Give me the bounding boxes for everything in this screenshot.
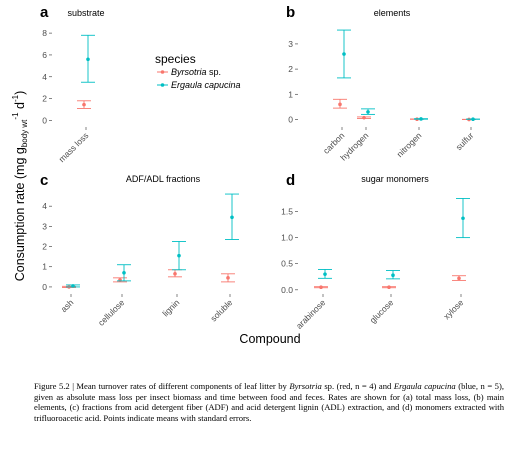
y-tick-label-b: 2 (288, 64, 293, 74)
data-point-a (86, 57, 90, 62)
panel-d-letter: d (286, 172, 295, 189)
x-tick-label-b: sulfur (454, 130, 476, 152)
y-tick-label-d: 0.5 (281, 259, 293, 269)
y-tick-label-c: 3 (42, 221, 47, 231)
y-tick-label-a: 2 (42, 94, 47, 104)
y-tick-label-a: 4 (42, 72, 47, 82)
panel-c-letter: c (40, 172, 48, 189)
legend-key-byrsotria (157, 70, 168, 74)
x-tick-label-c: soluble (208, 297, 234, 323)
panel-b-letter: b (286, 4, 295, 21)
x-tick-label-d: arabinose (294, 297, 328, 331)
x-tick-label-c: ash (59, 297, 76, 314)
panel-a-title: substrate (67, 8, 104, 18)
y-tick-label-c: 0 (42, 282, 47, 292)
x-axis-label: Compound (239, 332, 300, 346)
data-point-b (338, 102, 342, 107)
y-tick-label-a: 8 (42, 28, 47, 38)
data-point-b (362, 115, 366, 120)
x-tick-label-c: cellulose (96, 297, 127, 328)
legend-label-byrsotria: Byrsotria sp. (171, 67, 221, 77)
figure-caption: Figure 5.2 | Mean turnover rates of diff… (34, 381, 504, 423)
data-point-c (226, 276, 230, 280)
data-point-c (177, 253, 181, 258)
y-axis-label: Consumption rate (mg gbody wt-1 d-1) (11, 91, 29, 282)
y-tick-label-b: 3 (288, 39, 293, 49)
x-tick-label-d: xylose (441, 297, 465, 321)
data-point-c (71, 284, 75, 288)
data-point-d (457, 276, 461, 281)
data-point-c (122, 271, 126, 275)
x-tick-label-b: nitrogen (395, 130, 424, 159)
x-tick-label-c: lignin (160, 297, 181, 318)
data-point-c (173, 272, 177, 276)
y-tick-label-b: 1 (288, 89, 293, 99)
y-tick-label-b: 0 (288, 114, 293, 124)
y-tick-label-d: 1.5 (281, 206, 293, 216)
data-point-c (230, 215, 234, 220)
x-tick-label-a: mass loss (57, 130, 91, 164)
data-point-d (391, 273, 395, 278)
legend-label-ergaula: Ergaula capucina (171, 80, 241, 90)
data-point-d (387, 285, 391, 290)
y-tick-label-c: 2 (42, 242, 47, 252)
data-point-a (82, 102, 86, 107)
y-tick-label-a: 6 (42, 50, 47, 60)
y-tick-label-d: 0.0 (281, 285, 293, 295)
y-tick-label-c: 1 (42, 262, 47, 272)
data-point-d (323, 272, 327, 276)
legend-title: species (155, 52, 196, 66)
panel-b-title: elements (374, 8, 411, 18)
legend: species Byrsotria sp. Ergaula capucina (155, 52, 241, 90)
data-point-d (461, 216, 465, 221)
data-point-b (419, 117, 423, 121)
legend-key-ergaula (157, 83, 168, 87)
data-point-b (342, 52, 346, 56)
y-tick-label-c: 4 (42, 201, 47, 211)
panel-c-title: ADF/ADL fractions (126, 174, 201, 184)
y-tick-label-d: 1.0 (281, 233, 293, 243)
data-point-d (319, 285, 323, 290)
panel-d-title: sugar monomers (361, 174, 429, 184)
panel-a-letter: a (40, 4, 49, 21)
data-point-b (366, 110, 370, 114)
figure-svg: Consumption rate (mg gbody wt-1 d-1) Com… (11, 4, 480, 346)
x-tick-label-d: glucose (368, 297, 396, 325)
y-tick-label-a: 0 (42, 115, 47, 125)
data-point-b (471, 117, 475, 121)
svg-text:Consumption rate (mg gbody wt-: Consumption rate (mg gbody wt-1 d-1) (11, 91, 29, 282)
